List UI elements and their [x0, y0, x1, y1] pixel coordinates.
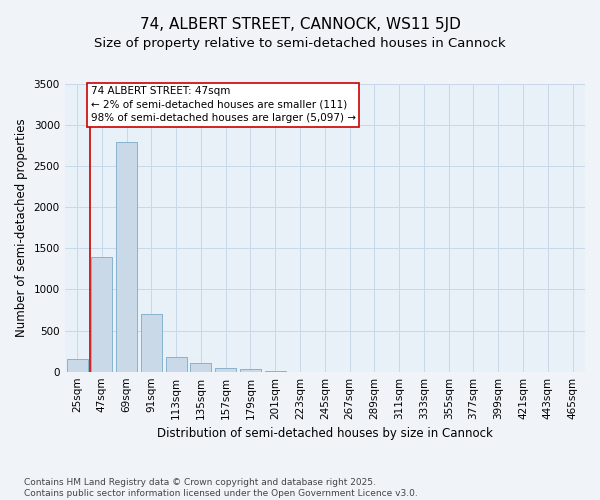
Bar [141, 314, 162, 372]
Y-axis label: Number of semi-detached properties: Number of semi-detached properties [15, 118, 28, 337]
Text: 74 ALBERT STREET: 47sqm
← 2% of semi-detached houses are smaller (111)
98% of se: 74 ALBERT STREET: 47sqm ← 2% of semi-det… [91, 86, 356, 123]
Text: Contains HM Land Registry data © Crown copyright and database right 2025.
Contai: Contains HM Land Registry data © Crown c… [24, 478, 418, 498]
Bar [67, 360, 88, 372]
Bar [91, 258, 112, 372]
Bar [240, 369, 261, 372]
Bar [215, 368, 236, 372]
Bar [190, 364, 211, 372]
Bar [116, 142, 137, 372]
X-axis label: Distribution of semi-detached houses by size in Cannock: Distribution of semi-detached houses by … [157, 427, 493, 440]
Text: Size of property relative to semi-detached houses in Cannock: Size of property relative to semi-detach… [94, 38, 506, 51]
Text: 74, ALBERT STREET, CANNOCK, WS11 5JD: 74, ALBERT STREET, CANNOCK, WS11 5JD [140, 18, 460, 32]
Bar [166, 358, 187, 372]
